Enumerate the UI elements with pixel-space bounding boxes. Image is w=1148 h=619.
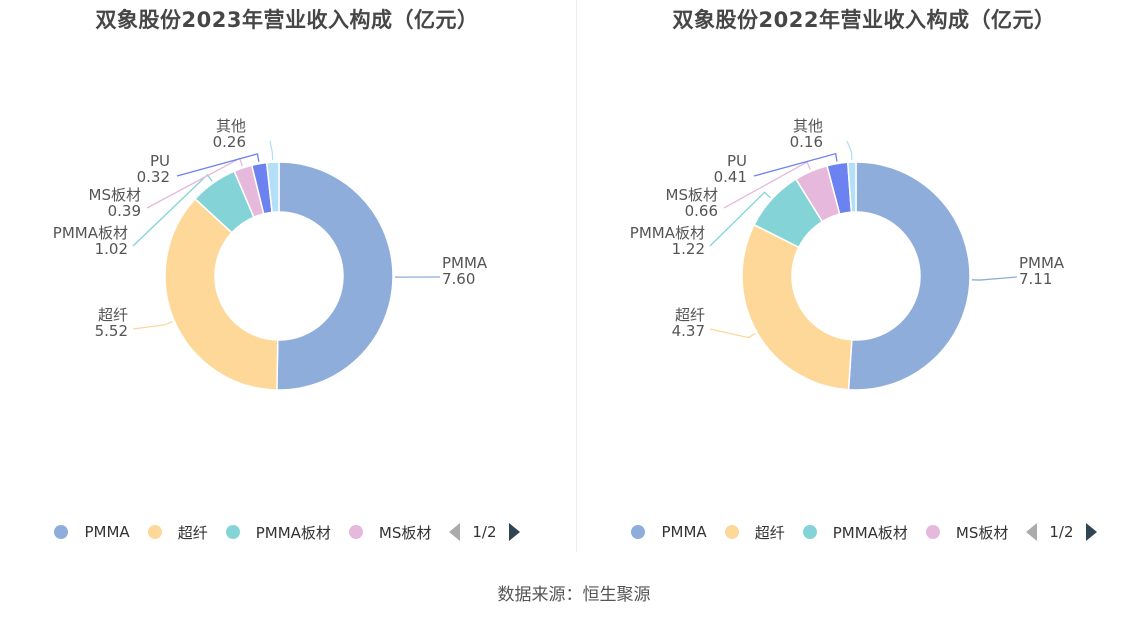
donut-slice[interactable] [846,161,857,213]
legend-dot [225,525,240,539]
slice-name-label: PMMA [442,254,488,272]
slice-name-label: MS板材 [666,186,718,204]
legend-dot [147,525,162,539]
legend-item-chaoxian[interactable]: 超纤 [147,522,208,543]
legend-label: MS板材 [378,523,432,542]
slice-value-label: 5.52 [95,322,128,340]
leader-line [269,140,274,161]
slice-value-label: 1.22 [672,240,705,258]
chart-panel-2023: 双象股份2023年营业收入构成（亿元） PMMA 7.60 超纤 5.52 PMMA板材… [0,0,574,552]
leader-line [709,191,771,247]
legend: PMMA 超纤 PMMA板材 MS板材 1/2 [0,519,574,545]
slice-name-label: PMMA板材 [53,224,128,242]
leader-line [753,152,838,177]
legend-pager: 1/2 [449,523,520,541]
slice-value-label: 0.41 [714,168,747,186]
slice-name-label: 超纤 [675,306,705,324]
slice-name-label: 超纤 [98,306,128,324]
leader-line [709,328,756,339]
donut-slice[interactable] [741,223,853,391]
legend-item-ms-board[interactable]: MS板材 [925,522,1009,543]
donut-slice[interactable] [276,161,394,391]
slice-name-label: 其他 [216,117,246,135]
legend-label: MS板材 [955,523,1009,542]
slice-name-label: PU [727,152,747,170]
slice-name-label: PMMA [1019,254,1065,272]
legend-label: PMMA板材 [832,523,908,542]
data-source: 数据来源：恒生聚源 [497,585,651,605]
legend-item-ms-board[interactable]: MS板材 [348,522,432,543]
slice-name-label: 其他 [793,117,823,135]
legend-dot [724,525,739,539]
slice-value-label: 7.11 [1019,270,1052,288]
chart-title: 双象股份2023年营业收入构成（亿元） [95,8,479,32]
legend: PMMA 超纤 PMMA板材 MS板材 1/2 [577,519,1148,545]
legend-item-pmma-board[interactable]: PMMA板材 [225,522,331,543]
prev-page-icon[interactable] [1026,523,1038,541]
legend-label: PMMA [661,523,707,541]
legend-label: PMMA [84,523,130,541]
legend-item-chaoxian[interactable]: 超纤 [724,522,785,543]
donut-slice[interactable] [847,161,971,391]
legend-dot [348,525,363,539]
legend-dot [925,525,940,539]
legend-page-indicator: 1/2 [1049,523,1074,541]
leader-line [132,321,173,330]
slice-value-label: 0.16 [790,133,823,151]
slice-name-label: PU [150,152,170,170]
chart-panel-2022: 双象股份2022年营业收入构成（亿元） PMMA 7.11 超纤 4.37 PMMA板材… [577,0,1148,552]
legend-item-pmma[interactable]: PMMA [54,523,130,541]
leader-line [132,173,213,247]
legend-dot [802,525,817,539]
slice-value-label: 0.26 [213,133,246,151]
next-page-icon[interactable] [508,523,520,541]
legend-dot [631,525,646,539]
legend-label: PMMA板材 [255,523,331,542]
donut-slice[interactable] [164,197,279,391]
legend-label: 超纤 [177,523,208,542]
donut-slice[interactable] [265,161,280,214]
prev-page-icon[interactable] [449,523,461,541]
leader-line [971,276,1018,281]
slice-value-label: 7.60 [442,270,475,288]
legend-dot [54,525,69,539]
chart-title: 双象股份2022年营业收入构成（亿元） [672,8,1056,32]
slice-value-label: 0.39 [108,202,141,220]
legend-label: 超纤 [754,523,785,542]
leader-line [846,140,853,161]
slice-value-label: 0.32 [137,168,170,186]
legend-item-pmma[interactable]: PMMA [631,523,707,541]
legend-page-indicator: 1/2 [472,523,497,541]
legend-pager: 1/2 [1026,523,1097,541]
slice-name-label: PMMA板材 [630,224,705,242]
legend-item-pmma-board[interactable]: PMMA板材 [802,522,908,543]
slice-name-label: MS板材 [89,186,141,204]
slice-value-label: 0.66 [685,202,718,220]
leader-line [176,153,260,177]
slice-value-label: 1.02 [95,240,128,258]
slice-value-label: 4.37 [672,322,705,340]
next-page-icon[interactable] [1085,523,1097,541]
panel-divider [576,0,577,552]
